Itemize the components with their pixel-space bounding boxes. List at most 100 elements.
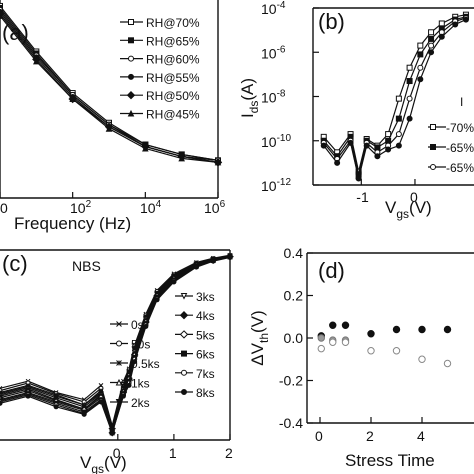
data-point — [227, 254, 233, 260]
series-line — [0, 255, 231, 431]
data-point — [128, 37, 134, 44]
data-point — [126, 382, 132, 388]
data-point — [214, 158, 222, 166]
y-tick-label: 0.0 — [284, 330, 304, 346]
data-point — [181, 369, 187, 376]
data-point — [367, 330, 375, 338]
data-point — [53, 404, 59, 410]
series-line — [0, 9, 219, 161]
data-point — [438, 20, 445, 27]
data-point — [128, 55, 134, 62]
data-point — [98, 399, 104, 405]
data-point — [179, 330, 189, 339]
panel-a-label: (a) — [2, 20, 29, 45]
y-tick-label: -0.2 — [279, 373, 303, 389]
data-point — [69, 95, 76, 102]
data-point — [417, 76, 424, 83]
panel-b-label: (b) — [318, 9, 345, 34]
panel-b-y-ticks: 10-12 10-10 10-8 10-6 10-4 — [261, 0, 319, 194]
legend-label: -65% — [446, 161, 474, 175]
panel-a-x-axis-title: Frequency (Hz) — [14, 214, 131, 233]
data-point — [355, 175, 362, 182]
x-tick-label: 0 — [113, 445, 121, 461]
panel-c-x-axis-title: Vgs(V) — [80, 453, 127, 474]
panel-b: -70% -65% -65% I 10-12 10-10 10-8 10-6 10-4 -1 0… — [238, 0, 474, 221]
data-point — [115, 378, 123, 386]
data-point — [317, 334, 325, 342]
panel-c-x-ticks: 0 1 2 — [113, 434, 233, 461]
x-tick-label: 1 — [169, 445, 177, 461]
data-point — [428, 35, 435, 42]
legend-label: RH@50% — [146, 89, 200, 103]
series-line — [0, 255, 231, 436]
data-point — [132, 359, 138, 365]
data-point — [462, 16, 469, 23]
data-point — [395, 142, 402, 149]
legend-label: I — [460, 95, 463, 109]
data-point — [385, 131, 392, 138]
data-point — [428, 29, 435, 36]
data-point — [128, 19, 134, 25]
data-point — [395, 95, 402, 102]
data-point — [128, 73, 134, 80]
data-point — [395, 115, 402, 122]
panel-c-title: NBS — [72, 258, 101, 274]
legend-label: 5ks — [196, 328, 215, 342]
series-line — [0, 255, 231, 436]
data-point — [142, 144, 149, 152]
panel-d-x-axis-title: Stress Time — [345, 451, 435, 470]
data-point — [406, 115, 413, 122]
data-point — [25, 393, 31, 399]
data-point — [154, 297, 160, 303]
data-point — [0, 400, 3, 406]
data-point — [374, 153, 381, 160]
data-point — [392, 325, 401, 334]
panel-a-x-tick-label: 106 — [204, 199, 226, 216]
data-point — [367, 347, 375, 355]
data-point — [120, 393, 126, 399]
panel-b-legend: -70% -65% -65% I — [428, 95, 474, 175]
panel-d-y-axis-title: ΔVth(V) — [248, 310, 271, 365]
data-point — [341, 338, 350, 346]
data-point — [0, 12, 4, 19]
data-point — [417, 64, 424, 71]
panel-a-x-tick-label: 102 — [70, 199, 92, 216]
data-point — [417, 51, 424, 58]
data-point — [428, 42, 435, 49]
legend-label: 1ks — [131, 377, 150, 391]
panel-d-x-ticks: 0 2 4 — [315, 417, 425, 444]
data-point — [179, 310, 189, 320]
legend-label: 0s — [131, 318, 144, 332]
data-point — [452, 21, 459, 28]
data-point — [116, 321, 122, 327]
panel-a-x-tick-label: 0 — [0, 200, 8, 216]
data-point — [406, 78, 413, 85]
data-point — [329, 321, 337, 329]
data-point — [347, 139, 354, 146]
panel-b-x-ticks: -1 0 — [356, 179, 418, 205]
data-point — [181, 389, 187, 395]
legend-label: RH@45% — [146, 108, 200, 122]
legend-label: 0.5ks — [131, 357, 160, 371]
data-point — [329, 338, 337, 346]
data-point — [105, 125, 113, 132]
data-point — [438, 33, 445, 40]
data-point — [374, 144, 381, 151]
y-tick-label: 10-6 — [261, 44, 286, 61]
panel-c: 0s 50s 0.5ks 1ks 2ks 3ks 4ks 5ks 6ks 7ks 8ks 0 1 2 (… — [0, 249, 234, 474]
y-tick-label: 0.4 — [284, 245, 304, 261]
series-line — [0, 256, 231, 435]
panel-d-series-layer — [317, 321, 452, 368]
y-tick-label: 10-4 — [261, 0, 286, 17]
legend-label: 4ks — [196, 309, 215, 323]
x-tick-label: 2 — [366, 428, 374, 444]
y-tick-label: 0.2 — [284, 288, 304, 304]
legend-label: 2ks — [131, 396, 150, 410]
x-tick-label: 2 — [225, 445, 233, 461]
y-tick-label: 10-10 — [261, 133, 291, 150]
series-line — [0, 255, 231, 434]
panel-a: RH@70% RH@65% RH@60% RH@55% RH@50% RH@45% (a)… — [0, 0, 226, 233]
series-line — [323, 19, 467, 179]
data-point — [395, 131, 402, 138]
y-tick-label: 10-12 — [261, 177, 291, 194]
